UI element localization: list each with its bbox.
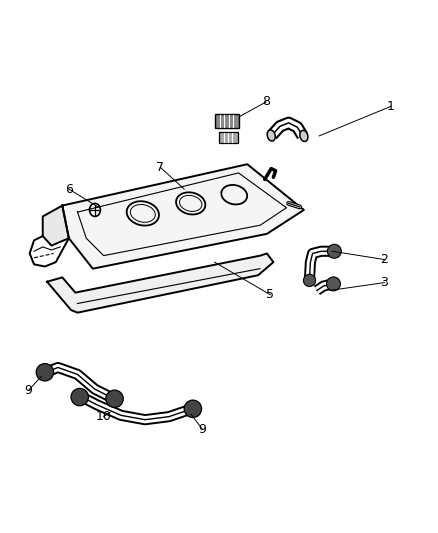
- Polygon shape: [62, 164, 304, 269]
- Text: 9: 9: [198, 423, 206, 436]
- Polygon shape: [47, 254, 273, 313]
- Circle shape: [184, 400, 201, 417]
- Text: 7: 7: [156, 161, 164, 174]
- FancyBboxPatch shape: [219, 132, 238, 143]
- Circle shape: [304, 274, 316, 287]
- Text: 6: 6: [65, 182, 73, 196]
- Polygon shape: [43, 206, 69, 246]
- Text: 2: 2: [381, 253, 389, 266]
- Ellipse shape: [300, 131, 308, 141]
- Text: 8: 8: [262, 95, 270, 109]
- Circle shape: [71, 389, 88, 406]
- Ellipse shape: [267, 130, 276, 141]
- Circle shape: [327, 244, 341, 258]
- Circle shape: [326, 277, 340, 291]
- Circle shape: [106, 390, 123, 408]
- Circle shape: [36, 364, 53, 381]
- Text: 1: 1: [387, 100, 395, 113]
- Text: 5: 5: [266, 288, 274, 301]
- Text: 10: 10: [96, 410, 112, 423]
- Text: 9: 9: [25, 384, 32, 397]
- Text: 3: 3: [381, 276, 389, 289]
- FancyBboxPatch shape: [215, 114, 239, 128]
